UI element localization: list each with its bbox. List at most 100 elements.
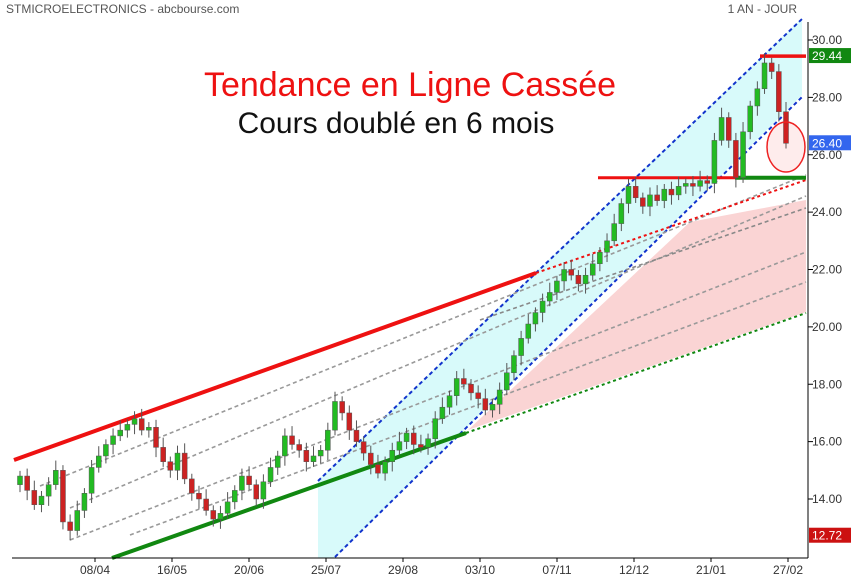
candle-body (403, 432, 410, 442)
candle (532, 307, 539, 332)
candle-body (489, 404, 496, 411)
candle-body (475, 392, 481, 399)
candle-body (561, 269, 567, 282)
candle-body (368, 452, 374, 465)
parallel-line-1 (39, 174, 807, 487)
candle (683, 178, 689, 194)
candle (203, 489, 209, 516)
candle (282, 428, 288, 466)
candle-body (353, 429, 360, 442)
candle (217, 505, 224, 529)
candle-body (31, 490, 38, 505)
candle-body (725, 117, 732, 141)
chart-headline: Tendance en Ligne Cassée (203, 66, 617, 104)
candle-body (210, 510, 217, 520)
parallel-line-4 (129, 281, 807, 536)
candle-body (203, 498, 209, 511)
candle (453, 371, 460, 406)
candle (468, 379, 474, 401)
candle (432, 411, 438, 449)
candle (403, 427, 410, 450)
candle (110, 428, 116, 455)
candle-body (174, 452, 181, 471)
candle-body (310, 455, 317, 462)
candle (274, 450, 281, 475)
candle (346, 405, 353, 440)
candle-body (783, 111, 789, 144)
candle (761, 53, 768, 94)
candle (654, 185, 660, 206)
candle-body (339, 401, 345, 414)
candle (103, 439, 109, 464)
candle (740, 122, 746, 183)
candle (754, 81, 761, 116)
candle-body (504, 372, 510, 391)
candle (489, 399, 496, 418)
x-tick-label: 03/10 (465, 563, 495, 577)
candle-body (138, 418, 145, 431)
candle-body (690, 183, 696, 187)
candle (253, 479, 259, 507)
candle-body (482, 398, 489, 411)
candle-body (260, 481, 267, 500)
candle-body (597, 252, 603, 265)
candle (232, 485, 238, 510)
candle-body (446, 395, 453, 408)
chart-period: 1 AN - JOUR (727, 2, 797, 16)
candle-body (425, 438, 431, 448)
candle (296, 439, 302, 458)
candle-body (325, 429, 331, 451)
candle (38, 490, 45, 513)
candle (160, 437, 166, 467)
candle-body (146, 427, 152, 431)
x-tick-label: 07/11 (542, 563, 571, 577)
candle (353, 420, 360, 447)
candle (389, 442, 396, 472)
candle-body (81, 493, 88, 511)
candle (504, 363, 510, 396)
candle-body (217, 513, 224, 520)
candle-body (332, 401, 338, 431)
candle-body (640, 197, 646, 207)
candle (518, 330, 524, 366)
candle (439, 397, 446, 424)
candle (53, 460, 59, 490)
candle (711, 132, 718, 194)
projection-fan-fill (468, 200, 806, 430)
candle-body (496, 389, 503, 405)
candle (138, 408, 145, 436)
candle (146, 422, 152, 438)
candle-body (733, 140, 739, 178)
candle-body (418, 444, 424, 448)
candle-body (647, 194, 653, 207)
candle (375, 454, 381, 479)
candle-body (117, 429, 123, 437)
candle (88, 459, 95, 504)
candle (260, 474, 267, 509)
candle (554, 275, 560, 300)
candle (67, 514, 73, 541)
candle (189, 473, 195, 501)
candle-body (317, 449, 324, 457)
candle-body (582, 274, 589, 285)
parallel-line-2 (69, 195, 807, 509)
candle-body (518, 338, 524, 356)
candle-body (547, 292, 553, 302)
channel-lower-line (334, 96, 803, 558)
candle-body (282, 435, 288, 457)
candle (303, 442, 310, 472)
candle-body (525, 323, 532, 339)
candle (661, 184, 668, 209)
candle-body (17, 475, 23, 485)
y-tick-label: 26.00 (812, 148, 842, 162)
candle (210, 505, 217, 527)
candle-body (461, 378, 467, 385)
candle-body (74, 510, 81, 531)
candle (733, 132, 739, 188)
candle-body (274, 455, 281, 468)
candle-body (346, 412, 353, 431)
candle (675, 176, 682, 201)
candle-body (24, 475, 30, 491)
